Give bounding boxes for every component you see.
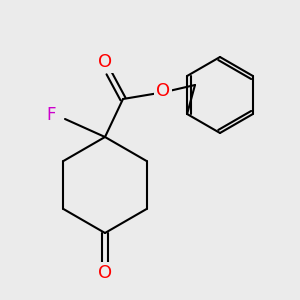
Text: O: O	[98, 264, 112, 282]
Text: O: O	[156, 82, 170, 100]
Text: F: F	[46, 106, 56, 124]
Text: O: O	[98, 53, 112, 71]
